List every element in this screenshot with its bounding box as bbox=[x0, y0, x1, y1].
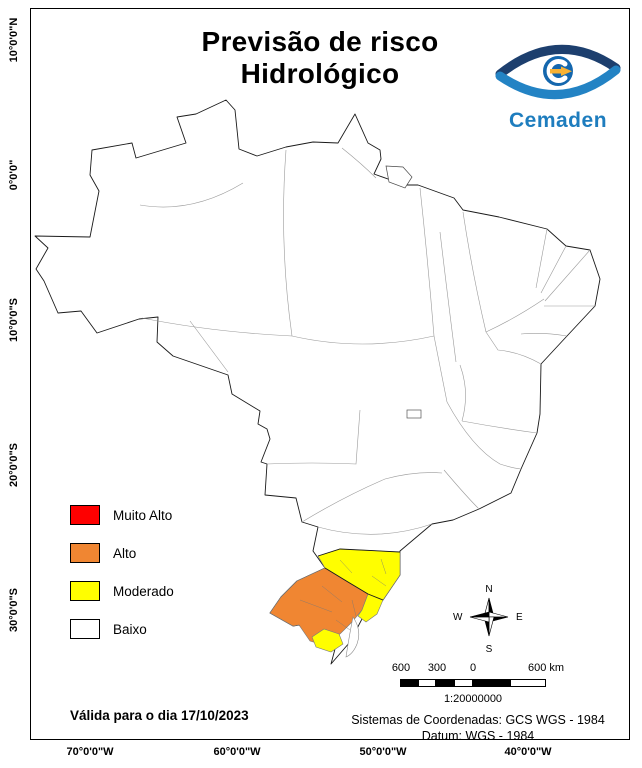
scale-tick-300: 300 bbox=[427, 662, 447, 674]
scale-segment bbox=[454, 679, 473, 687]
compass-north-label: N bbox=[485, 584, 493, 595]
legend-swatch-baixo bbox=[70, 619, 100, 639]
legend-item-alto: Alto bbox=[70, 534, 174, 572]
cemaden-wordmark: Cemaden bbox=[508, 109, 608, 132]
distrito-federal bbox=[406, 409, 422, 419]
lat-label-0: 0°0'0" bbox=[8, 159, 20, 191]
scale-tick-600km: 600 km bbox=[527, 662, 565, 674]
legend-label-muito-alto: Muito Alto bbox=[113, 507, 173, 523]
legend-label-baixo: Baixo bbox=[113, 621, 147, 637]
lat-label-10n: 10°0'0"N bbox=[8, 17, 20, 63]
scale-tick-0: 0 bbox=[469, 662, 477, 674]
datum-text: Datum: WGS - 1984 bbox=[421, 729, 535, 744]
legend-item-moderado: Moderado bbox=[70, 572, 174, 610]
scale-segment bbox=[473, 679, 510, 687]
legend-label-alto: Alto bbox=[113, 545, 137, 561]
marajo-island bbox=[385, 165, 413, 189]
compass-south-label: S bbox=[485, 644, 493, 655]
projection-info: Sistemas de Coordenadas: GCS WGS - 1984 … bbox=[332, 712, 624, 745]
lagoa-dos-patos bbox=[345, 616, 360, 658]
legend-item-baixo: Baixo bbox=[70, 610, 174, 648]
coordinate-system-text: Sistemas de Coordenadas: GCS WGS - 1984 bbox=[351, 713, 605, 727]
scale-segment bbox=[510, 679, 546, 687]
state-boundaries bbox=[139, 147, 595, 535]
compass-rose: N W E S bbox=[452, 584, 526, 660]
risk-legend: Muito Alto Alto Moderado Baixo bbox=[70, 496, 174, 648]
compass-east-label: E bbox=[516, 612, 523, 623]
legend-label-moderado: Moderado bbox=[113, 583, 174, 599]
title-line-2: Hidrológico bbox=[240, 58, 400, 90]
scale-segment bbox=[400, 679, 418, 687]
municipal-boundaries bbox=[299, 558, 387, 631]
title-line-1: Previsão de risco bbox=[201, 26, 439, 57]
cemaden-logo: Cemaden bbox=[486, 36, 630, 133]
scale-segment bbox=[418, 679, 436, 687]
compass-star-icon bbox=[469, 597, 509, 637]
brazil-risk-map bbox=[34, 99, 601, 665]
legend-item-muito-alto: Muito Alto bbox=[70, 496, 174, 534]
lon-label-40w: 40°0'0"W bbox=[504, 746, 552, 758]
compass-west-label: W bbox=[453, 612, 463, 623]
scale-tick-600: 600 bbox=[391, 662, 411, 674]
validity-note: Válida para o dia 17/10/2023 bbox=[70, 708, 249, 723]
scale-ratio: 1:20000000 bbox=[443, 693, 503, 705]
legend-swatch-muito-alto bbox=[70, 505, 100, 525]
legend-swatch-moderado bbox=[70, 581, 100, 601]
lon-label-70w: 70°0'0"W bbox=[66, 746, 114, 758]
scale-bar: 600 300 0 600 km 1:20000000 bbox=[388, 660, 578, 708]
lat-label-30s: 30°0'0"S bbox=[8, 587, 20, 633]
legend-swatch-alto bbox=[70, 543, 100, 563]
south-state-borders bbox=[317, 548, 401, 601]
scale-segment bbox=[436, 679, 454, 687]
risk-region-moderado-patch bbox=[311, 628, 344, 653]
lon-label-50w: 50°0'0"W bbox=[359, 746, 407, 758]
page-title: Previsão de risco Hidrológico bbox=[150, 26, 490, 90]
lon-label-60w: 60°0'0"W bbox=[213, 746, 261, 758]
lat-label-20s: 20°0'0"S bbox=[8, 442, 20, 488]
lat-label-10s: 10°0'0"S bbox=[8, 297, 20, 343]
cemaden-eye-icon bbox=[495, 45, 621, 99]
